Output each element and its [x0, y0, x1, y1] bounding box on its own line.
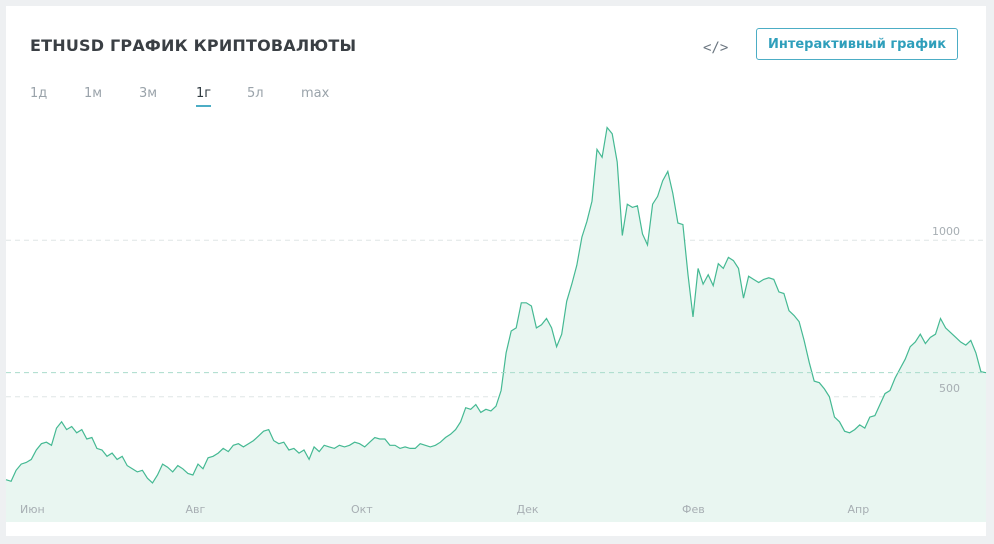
range-tab-max[interactable]: max — [301, 86, 330, 101]
x-axis-labels: Июн Авг Окт Дек Фев Апр — [20, 503, 869, 516]
chart-title: ETHUSD ГРАФИК КРИПТОВАЛЮТЫ — [30, 36, 357, 55]
range-tab-1m[interactable]: 1м — [84, 86, 103, 101]
range-tab-3m[interactable]: 3м — [139, 86, 158, 101]
code-embed-icon[interactable]: </> — [703, 40, 729, 56]
x-tick-label: Июн — [20, 503, 45, 516]
x-tick-label: Окт — [351, 503, 373, 516]
y-tick-label: 1000 — [932, 225, 960, 238]
x-tick-label: Апр — [848, 503, 870, 516]
chart-grid — [6, 239, 986, 398]
x-tick-label: Дек — [517, 503, 539, 516]
range-tab-1d[interactable]: 1д — [30, 86, 48, 101]
range-tab-5y[interactable]: 5л — [247, 86, 264, 101]
y-axis-labels: 500 1000 — [932, 225, 960, 395]
price-area-fill — [6, 127, 986, 522]
range-tab-1y[interactable]: 1г — [196, 86, 212, 107]
interactive-chart-button[interactable]: Интерактивный график — [756, 28, 958, 60]
price-line — [5, 126, 987, 484]
x-tick-label: Авг — [186, 503, 206, 516]
x-tick-label: Фев — [682, 503, 705, 516]
y-tick-label: 500 — [939, 382, 960, 395]
